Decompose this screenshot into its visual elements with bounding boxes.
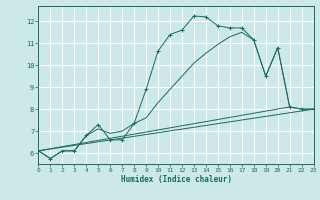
X-axis label: Humidex (Indice chaleur): Humidex (Indice chaleur) bbox=[121, 175, 231, 184]
